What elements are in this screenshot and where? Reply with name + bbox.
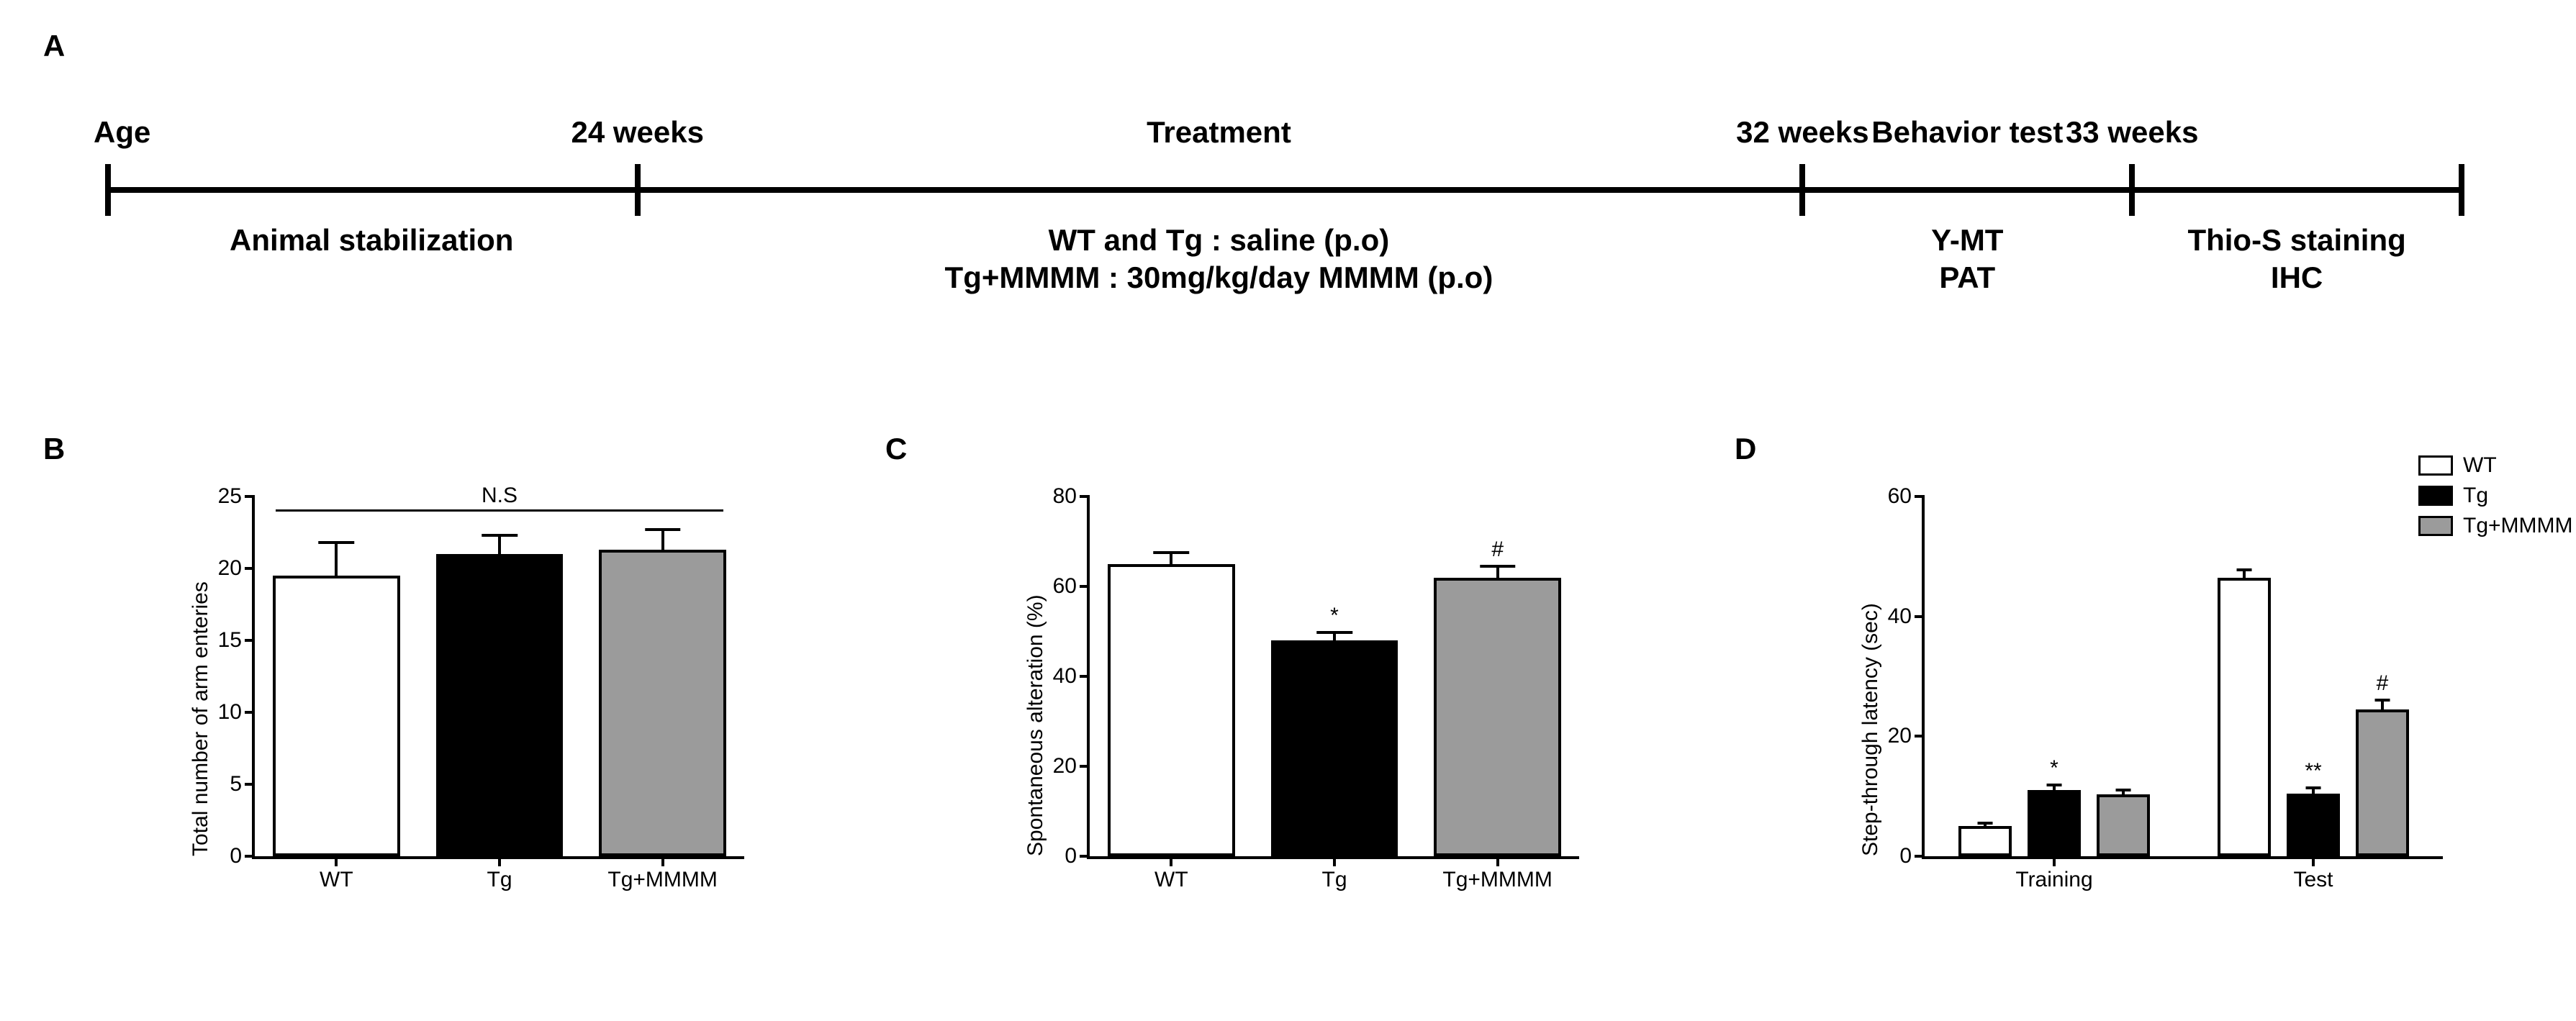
timeline-age-label: Age <box>94 115 150 150</box>
bar <box>1108 564 1235 856</box>
figure: A B C D Age 0510152025WTTgTg+MMMMN.S Tot… <box>0 0 2576 1021</box>
chart-c: 020406080WT*Tg#Tg+MMMM Spontaneous alter… <box>1008 468 1598 914</box>
legend-item: Tg+MMMM <box>2418 514 2573 538</box>
chart-d: 0 20 40 60 * Training ** # Test Step-through lat… <box>1843 468 2462 914</box>
legend-label: Tg+MMMM <box>2463 514 2573 538</box>
y-tick-label: 40 <box>1053 664 1077 689</box>
significance-mark: * <box>2050 756 2058 781</box>
y-tick-label: 5 <box>230 772 242 797</box>
y-tick-label: 60 <box>1053 574 1077 599</box>
bar <box>436 554 564 856</box>
legend-label: WT <box>2463 453 2497 478</box>
timeline-tick <box>1799 164 1805 216</box>
significance-mark: * <box>1330 604 1339 628</box>
bar <box>1434 578 1561 857</box>
y-tick-label: 15 <box>218 628 242 653</box>
ns-label: N.S <box>482 484 518 508</box>
timeline-tick-label: 24 weeks <box>571 115 705 150</box>
timeline-segment-title: Behavior test <box>1871 115 2063 150</box>
panel-label-a: A <box>43 29 65 63</box>
timeline-tick <box>2459 164 2464 216</box>
y-tick-label: 60 <box>1888 484 1912 509</box>
x-tick-label: WT <box>320 868 353 892</box>
bar <box>2218 578 2272 857</box>
timeline-segment-line: Thio-S staining <box>2187 223 2405 258</box>
chart-b-plot: 0510152025WTTgTg+MMMMN.S <box>252 496 744 859</box>
bar <box>1271 640 1398 856</box>
x-tick-label: Test <box>2293 868 2333 892</box>
significance-mark: # <box>2377 671 2389 696</box>
timeline-tick <box>2129 164 2135 216</box>
y-tick-label: 20 <box>1888 724 1912 748</box>
legend: WT Tg Tg+MMMM <box>2418 453 2573 544</box>
chart-c-ylabel: Spontaneous alteration (%) <box>1023 594 1048 856</box>
x-tick-label: WT <box>1154 868 1188 892</box>
y-tick-label: 0 <box>230 844 242 868</box>
legend-swatch <box>2418 486 2453 506</box>
bar <box>273 576 400 856</box>
x-tick-label: Tg+MMMM <box>1442 868 1553 892</box>
y-tick-label: 20 <box>218 556 242 581</box>
timeline-segment-line: IHC <box>2271 260 2323 295</box>
bar <box>2287 794 2341 857</box>
timeline-axis <box>108 187 2462 193</box>
timeline-segment-line: PAT <box>1939 260 1995 295</box>
bar <box>2097 794 2151 856</box>
timeline-segment-title: Treatment <box>1147 115 1291 150</box>
chart-d-plot: 0204060*Training**#Test <box>1922 496 2443 859</box>
x-tick-label: Tg+MMMM <box>607 868 718 892</box>
legend-swatch <box>2418 516 2453 536</box>
chart-b: 0510152025WTTgTg+MMMMN.S Total number of… <box>173 468 763 914</box>
x-tick-label: Tg <box>1321 868 1347 892</box>
bar <box>2028 790 2082 856</box>
timeline-tick <box>105 164 111 216</box>
legend-item: Tg <box>2418 484 2573 508</box>
y-tick-label: 80 <box>1053 484 1077 509</box>
panel-label-c: C <box>885 432 907 466</box>
timeline-segment-line: Y-MT <box>1931 223 2003 258</box>
panel-label-d: D <box>1735 432 1756 466</box>
bar <box>1958 826 2012 856</box>
legend-label: Tg <box>2463 484 2488 508</box>
chart-c-plot: 020406080WT*Tg#Tg+MMMM <box>1087 496 1579 859</box>
x-tick-label: Tg <box>487 868 512 892</box>
panel-label-b: B <box>43 432 65 466</box>
significance-mark: # <box>1491 537 1504 562</box>
legend-item: WT <box>2418 453 2573 478</box>
chart-d-ylabel: Step-through latency (sec) <box>1858 603 1883 856</box>
x-tick-label: Training <box>2015 868 2092 892</box>
timeline-segment-line: WT and Tg : saline (p.o) <box>1049 223 1390 258</box>
bar <box>2356 709 2410 856</box>
y-tick-label: 0 <box>1065 844 1077 868</box>
timeline-tick <box>635 164 641 216</box>
y-tick-label: 25 <box>218 484 242 509</box>
timeline-segment-line: Animal stabilization <box>230 223 513 258</box>
timeline-segment-line: Tg+MMMM : 30mg/kg/day MMMM (p.o) <box>945 260 1493 295</box>
significance-mark: ** <box>2305 759 2321 784</box>
bar <box>599 550 726 856</box>
timeline-tick-label: 32 weeks <box>1736 115 1869 150</box>
y-tick-label: 20 <box>1053 754 1077 779</box>
y-tick-label: 0 <box>1899 844 1912 868</box>
chart-b-ylabel: Total number of arm enteries <box>189 581 213 856</box>
timeline-tick-label: 33 weeks <box>2066 115 2199 150</box>
legend-swatch <box>2418 455 2453 476</box>
y-tick-label: 40 <box>1888 604 1912 629</box>
y-tick-label: 10 <box>218 700 242 725</box>
